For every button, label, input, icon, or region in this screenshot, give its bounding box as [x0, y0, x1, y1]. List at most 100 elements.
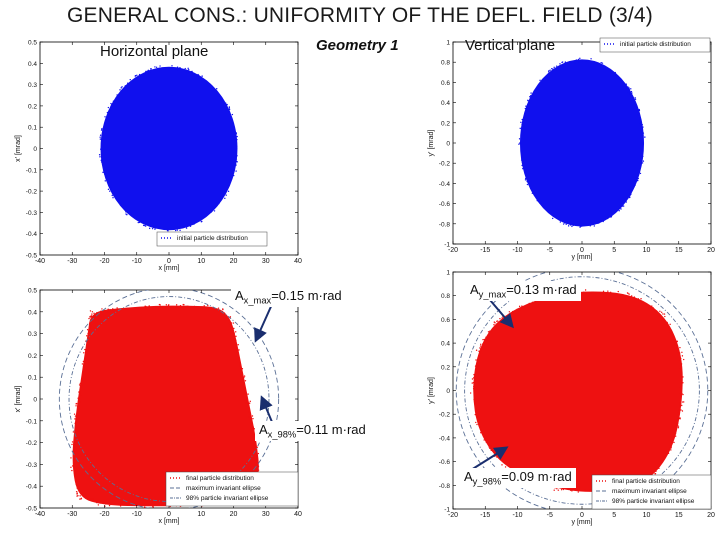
y-tick-label: 0.4 [28, 309, 37, 316]
legend: initial particle distribution [599, 37, 711, 53]
y-tick-label: -0.4 [26, 484, 38, 491]
slide-title: GENERAL CONS.: UNIFORMITY OF THE DEFL. F… [66, 4, 654, 27]
legend-box [591, 474, 712, 510]
y-tick-label: 0.8 [441, 60, 450, 67]
legend-entry: initial particle distribution [620, 41, 691, 48]
legend: initial particle distribution [156, 231, 268, 247]
y-tick-label: -0.2 [439, 161, 451, 168]
x-axis-label: y [mm] [572, 254, 593, 261]
y-tick-label: 0 [446, 388, 450, 395]
x-tick-label: 5 [612, 512, 616, 519]
legend-entry: 98% particle invariant ellipse [612, 498, 695, 505]
legend: final particle distribution maximum invar… [165, 471, 299, 507]
x-tick-label: 15 [675, 247, 683, 254]
y-tick-label: 1 [446, 270, 450, 277]
maximum-invariant-ellipse [455, 272, 709, 509]
y-axis-label: x' [mrad] [15, 386, 22, 413]
x-axis-label: y [mm] [572, 519, 593, 526]
y-tick-label: 0.1 [28, 375, 37, 382]
y-tick-label: -0.5 [26, 506, 38, 513]
y-tick-label: 0.2 [28, 103, 37, 110]
ax-max-label: Ax_max=0.15 m·rad [231, 287, 346, 307]
x-tick-label: 10 [197, 511, 205, 518]
legend-entry: final particle distribution [186, 475, 254, 482]
x-tick-label: -15 [480, 247, 490, 254]
y-tick-label: -0.4 [439, 435, 451, 442]
y-tick-label: 0.2 [28, 353, 37, 360]
y-tick-label: 0.3 [28, 331, 37, 338]
x-tick-label: 20 [707, 512, 715, 519]
x-tick-label: 20 [230, 258, 238, 265]
x-tick-label: 10 [643, 512, 651, 519]
x-tick-label: 5 [612, 247, 616, 254]
y-tick-label: 0.6 [441, 80, 450, 87]
x-tick-label: 20 [230, 511, 238, 518]
distribution-edge-points [98, 65, 238, 232]
x-tick-label: -20 [448, 512, 458, 519]
legend-box [165, 471, 299, 507]
ax-98-label: Ax_98%=0.11 m·rad [255, 421, 370, 441]
arrow-ax-98 [259, 395, 273, 423]
legend-box [599, 37, 711, 53]
plot-content [58, 290, 280, 508]
x-tick-label: -10 [132, 258, 142, 265]
particle-distribution [473, 291, 683, 492]
legend-entry: initial particle distribution [177, 235, 248, 242]
y-tick-label: -1 [444, 242, 450, 249]
y-tick-label: 0.5 [28, 40, 37, 47]
arrow-ax-max [254, 301, 274, 343]
x-tick-label: 0 [167, 258, 171, 265]
x-tick-label: -15 [480, 512, 490, 519]
y-tick-label: 0.4 [28, 61, 37, 68]
x-tick-label: 0 [580, 247, 584, 254]
y-tick-label: -0.5 [26, 253, 38, 260]
y-tick-label: -0.1 [26, 167, 38, 174]
y-tick-label: 0.5 [28, 288, 37, 295]
y-tick-label: 0.4 [441, 341, 450, 348]
horizontal-plane-label: Horizontal plane [100, 43, 209, 60]
y-tick-label: -0.1 [26, 418, 38, 425]
y-tick-label: -0.8 [439, 221, 451, 228]
y-tick-label: -0.4 [26, 231, 38, 238]
y-tick-label: -0.6 [439, 201, 451, 208]
particle-distribution [519, 59, 645, 227]
x-tick-label: -40 [35, 511, 45, 518]
x-tick-label: -20 [448, 247, 458, 254]
x-tick-label: 15 [675, 512, 683, 519]
ay-98-label: Ay_98%=0.09 m·rad [460, 468, 576, 488]
x-tick-label: 30 [262, 258, 270, 265]
y-tick-label: 0 [446, 141, 450, 148]
x-tick-label: -10 [512, 512, 522, 519]
legend-entry: final particle distribution [612, 478, 680, 485]
y-tick-label: 0.8 [441, 293, 450, 300]
x-tick-label: 40 [294, 511, 302, 518]
x-tick-label: 10 [197, 258, 205, 265]
y-tick-label: -0.3 [26, 462, 38, 469]
chart-v-final: -20 -15 -10 -5 0 5 10 15 20 -1 -0.8 -0.6 -0.4 -0.2 0 0.… [428, 270, 715, 527]
y-tick-label: 0.2 [441, 120, 450, 127]
arrow-ay-98 [470, 446, 509, 471]
legend-box [156, 231, 268, 247]
x-tick-label: 10 [643, 247, 651, 254]
plot-content [98, 65, 238, 232]
axis-ticks: -40 -30 -20 -10 0 10 20 30 40 -0.5 -0.4 -0.3 -0.2 -0.… [26, 40, 302, 266]
axis-ticks: -20 -15 -10 -5 0 5 10 15 20 -1 -0.8 -0.6 -0.4 -0.2 0 0.… [439, 270, 715, 520]
chart-h-final: -40 -30 -20 -10 0 10 20 30 40 -0.5 -0.4 -0.3 -0.2 -0.… [15, 288, 302, 526]
y-tick-label: -0.3 [26, 210, 38, 217]
axis-ticks: -40 -30 -20 -10 0 10 20 30 40 -0.5 -0.4 -0.3 -0.2 -0.… [26, 288, 302, 519]
x-tick-label: 40 [294, 258, 302, 265]
y-tick-label: -1 [444, 507, 450, 514]
x-tick-label: -30 [67, 511, 77, 518]
ay-max-label: Ay_max=0.13 m·rad [466, 281, 581, 301]
x-tick-label: -20 [99, 258, 109, 265]
legend: final particle distribution maximum invar… [591, 474, 712, 510]
y-axis-label: x' [mrad] [15, 135, 22, 162]
particle-distribution [100, 66, 238, 231]
plot-content [518, 57, 646, 228]
x-tick-label: 30 [262, 511, 270, 518]
y-axis-label: y' [mrad] [428, 377, 435, 404]
x-tick-label: -5 [547, 247, 553, 254]
distribution-edge-points [518, 57, 646, 228]
particle-98-ellipse [464, 276, 700, 505]
legend-entry: maximum invariant ellipse [612, 488, 687, 495]
